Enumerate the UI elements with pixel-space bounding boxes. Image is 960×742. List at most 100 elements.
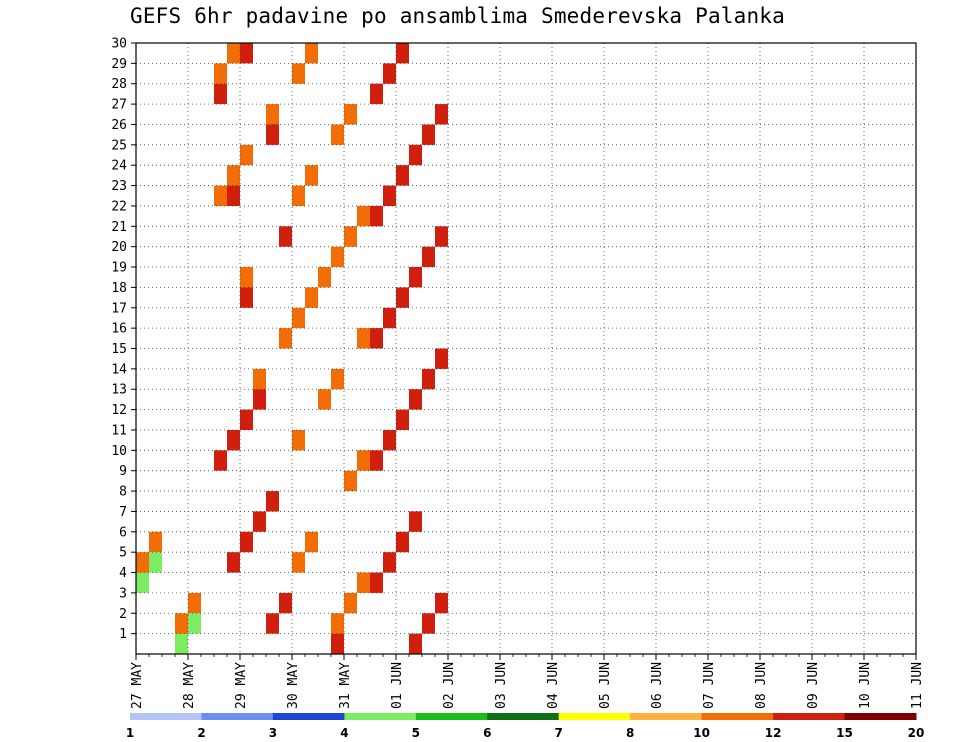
data-cell: [136, 572, 149, 593]
data-cell: [305, 43, 318, 64]
y-tick-label: 11: [111, 423, 127, 438]
data-cell: [435, 592, 448, 614]
x-tick-label: 08 JUN: [754, 662, 769, 709]
data-cell: [409, 144, 422, 166]
data-cell: [292, 185, 305, 206]
data-cell: [344, 470, 357, 492]
x-tick-label: 11 JUN: [910, 662, 925, 709]
data-cell: [149, 552, 162, 573]
data-cell: [149, 531, 162, 553]
y-tick-label: 12: [111, 403, 127, 418]
data-cell: [383, 307, 396, 329]
data-cell: [292, 307, 305, 329]
data-cell: [370, 83, 383, 105]
colorbar-label: 8: [626, 726, 634, 740]
colorbar-segment: [773, 713, 846, 720]
data-cell: [240, 267, 253, 288]
data-cell: [435, 104, 448, 125]
colorbar-label: 7: [555, 726, 563, 740]
data-cell: [240, 531, 253, 553]
x-tick-label: 09 JUN: [806, 662, 821, 709]
data-cell: [305, 287, 318, 308]
y-tick-label: 5: [119, 546, 127, 561]
y-tick-label: 29: [111, 57, 127, 72]
data-cell: [279, 328, 292, 349]
colorbar-segment: [558, 713, 631, 720]
colorbar-segment: [201, 713, 274, 720]
y-tick-label: 27: [111, 98, 127, 113]
data-cell: [422, 124, 435, 145]
x-tick-label: 02 JUN: [442, 662, 457, 709]
colorbar-segment: [630, 713, 703, 720]
data-cell: [383, 185, 396, 206]
y-tick-label: 15: [111, 342, 127, 357]
colorbar-segment: [344, 713, 417, 720]
y-tick-label: 21: [111, 220, 127, 235]
data-cell: [331, 246, 344, 268]
x-tick-label: 07 JUN: [702, 662, 717, 709]
y-tick-label: 30: [111, 37, 127, 52]
grid-layer: [136, 43, 916, 654]
data-cell: [409, 633, 422, 654]
data-cell: [396, 409, 409, 430]
y-tick-label: 20: [111, 240, 127, 255]
chart-title: GEFS 6hr padavine po ansamblima Smederev…: [130, 4, 785, 28]
y-tick-label: 6: [119, 525, 127, 540]
data-cell: [409, 389, 422, 410]
data-cell: [214, 63, 227, 84]
colorbar-label: 1: [126, 726, 134, 740]
colorbar-segment: [487, 713, 560, 720]
data-cell: [253, 368, 266, 390]
colorbar-label: 2: [197, 726, 205, 740]
colorbar-segment: [272, 713, 345, 720]
data-cell: [370, 572, 383, 593]
data-cell: [409, 511, 422, 532]
colorbar-segment: [844, 713, 917, 720]
data-cell: [331, 633, 344, 654]
y-tick-label: 18: [111, 281, 127, 296]
data-cell: [344, 592, 357, 614]
y-tick-label: 2: [119, 607, 127, 622]
x-tick-label: 30 MAY: [286, 662, 301, 709]
data-cell: [396, 43, 409, 64]
y-tick-label: 23: [111, 179, 127, 194]
data-cell: [136, 552, 149, 573]
y-tick-label: 26: [111, 118, 127, 133]
data-cell: [227, 185, 240, 206]
data-cell: [396, 531, 409, 553]
x-tick-label: 31 MAY: [338, 662, 353, 709]
data-cell: [435, 226, 448, 247]
x-tick-label: 29 MAY: [234, 662, 249, 709]
y-tick-label: 25: [111, 138, 127, 153]
data-cell: [383, 63, 396, 84]
data-cell: [435, 348, 448, 369]
data-cell: [240, 144, 253, 166]
y-tick-label: 13: [111, 383, 127, 398]
x-tick-label: 06 JUN: [650, 662, 665, 709]
data-cell: [214, 83, 227, 105]
data-cell: [266, 613, 279, 634]
colorbar-segment: [130, 713, 202, 720]
x-tick-label: 28 MAY: [182, 662, 197, 709]
data-cell: [279, 226, 292, 247]
data-cell: [318, 267, 331, 288]
colorbar-label: 6: [483, 726, 491, 740]
y-tick-label: 3: [119, 586, 127, 601]
data-cell: [422, 368, 435, 390]
data-cell: [409, 267, 422, 288]
colorbar-label: 12: [765, 726, 782, 740]
y-tick-label: 9: [119, 464, 127, 479]
data-cell: [227, 552, 240, 573]
data-cell: [292, 552, 305, 573]
colorbar-label: 15: [836, 726, 853, 740]
data-cell: [253, 389, 266, 410]
data-cell: [383, 430, 396, 451]
x-tick-label: 04 JUN: [546, 662, 561, 709]
data-cell: [188, 613, 201, 634]
data-cell: [227, 165, 240, 186]
data-cell: [357, 328, 370, 349]
y-tick-label: 8: [119, 485, 127, 500]
data-cell: [344, 104, 357, 125]
data-cell: [331, 368, 344, 390]
